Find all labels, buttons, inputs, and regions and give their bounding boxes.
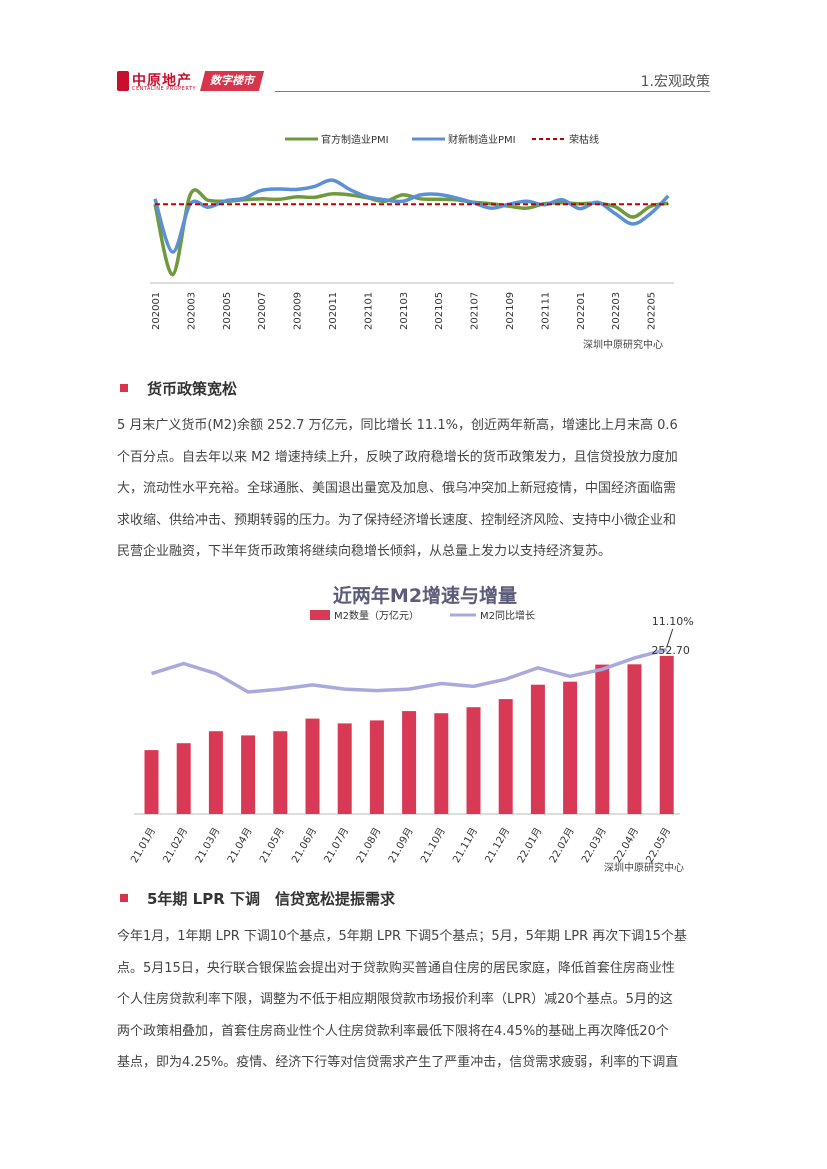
- paragraph-line: 今年1月，1年期 LPR 下调10个基点，5年期 LPR 下调5个基点；5月，5…: [117, 929, 687, 944]
- m2-x-tick-label: 21.05月: [257, 826, 287, 865]
- caixin-pmi-line: [153, 178, 670, 254]
- m2-x-tick-label: 21.10月: [418, 826, 448, 865]
- paragraph-line: 5 月末广义货币(M2)余额 252.7 万亿元，同比增长 11.1%，创近两年…: [117, 418, 678, 433]
- m2-x-tick-label: 21.09月: [386, 826, 416, 865]
- m2-label-leader-line: [666, 628, 674, 648]
- m2-bar: [627, 664, 642, 814]
- m2-bar: [144, 750, 159, 814]
- centaline-logo-icon: [117, 71, 129, 91]
- m2-bar: [305, 718, 320, 814]
- m2-bar: [595, 664, 610, 814]
- pmi-x-tick-label: 202101: [363, 292, 374, 330]
- m2-bar: [208, 731, 223, 814]
- pmi-x-tick-label: 202007: [257, 292, 268, 330]
- m2-bar: [369, 720, 384, 814]
- m2-bar: [466, 707, 481, 814]
- pmi-x-tick-label: 202003: [186, 292, 197, 330]
- section-header-title: 1.宏观政策: [640, 74, 710, 90]
- paragraph-line: 求收缩、供给冲击、预期转弱的压力。为了保持经济增长速度、控制经济风险、支持中小微…: [117, 512, 677, 528]
- pmi-x-tick-label: 202005: [222, 292, 233, 330]
- pmi-legend: 官方制造业PMI 财新制造业PMI 荣枯线: [285, 133, 599, 146]
- m2-x-tick-label: 21.08月: [354, 826, 384, 865]
- paragraph-line: 个人住房贷款利率下限，调整为不低于相应期限贷款市场报价利率（LPR）减20个基点…: [117, 992, 673, 1007]
- m2-bar: [176, 743, 191, 814]
- m2-bar-line-chart: 近两年M2增速与增量 M2数量（万亿元） M2同比增长 21.01月 21.02月…: [128, 584, 694, 865]
- m2-bar: [402, 711, 417, 814]
- m2-bar: [337, 723, 352, 814]
- section-bullet-icon: [120, 894, 128, 902]
- pmi-x-tick-label: 202203: [611, 292, 622, 330]
- m2-last-line-label: 11.10%: [652, 615, 694, 628]
- paragraph-line: 两个政策相叠加，首套住房商业性个人住房贷款利率最低下限将在4.45%的基础上再次…: [117, 1023, 669, 1039]
- paragraph-line: 民营企业融资，下半年货币政策将继续向稳增长倾斜，从总量上发力以支持经济复苏。: [117, 544, 612, 559]
- m2-source: 深圳中原研究中心: [604, 863, 684, 874]
- legend-m2-bar-label: M2数量（万亿元）: [334, 609, 419, 622]
- pmi-x-tick-label: 202111: [540, 292, 551, 330]
- m2-x-tick-label: 21.01月: [128, 826, 158, 865]
- digital-market-badge: 数字楼市: [200, 71, 264, 91]
- header-divider: [275, 91, 710, 92]
- m2-x-tick-label: 22.01月: [515, 826, 545, 865]
- m2-bar: [434, 713, 449, 814]
- m2-x-tick-label: 21.11月: [450, 826, 480, 865]
- pmi-x-tick-label: 202109: [505, 292, 516, 330]
- pmi-x-tick-label: 202009: [293, 292, 304, 330]
- m2-bar: [530, 684, 545, 814]
- m2-bar: [498, 699, 513, 814]
- pmi-x-tick-label: 202103: [399, 292, 410, 330]
- pmi-line-chart: 官方制造业PMI 财新制造业PMI 荣枯线 202001 202003 202005…: [150, 133, 674, 330]
- legend-boom-bust-label: 荣枯线: [569, 133, 599, 146]
- m2-last-bar-label: 252.70: [651, 644, 690, 657]
- pmi-source: 深圳中原研究中心: [583, 340, 663, 351]
- m2-chart-title: 近两年M2增速与增量: [333, 584, 517, 607]
- m2-bar: [241, 735, 256, 814]
- pmi-x-tick-label: 202201: [576, 292, 587, 330]
- m2-x-tick-label: 21.12月: [483, 826, 513, 865]
- m2-x-tick-label: 21.06月: [289, 826, 319, 865]
- m2-x-tick-label: 22.02月: [547, 826, 577, 865]
- legend-caixin-label: 财新制造业PMI: [448, 133, 516, 146]
- legend-m2-line-label: M2同比增长: [480, 609, 535, 622]
- paragraph-monetary: 5 月末广义货币(M2)余额 252.7 万亿元，同比增长 11.1%，创近两年…: [117, 410, 711, 568]
- legend-m2-bar-swatch: [310, 610, 330, 620]
- m2-x-tick-label: 21.04月: [225, 826, 255, 865]
- pmi-x-tick-label: 202107: [470, 292, 481, 330]
- paragraph-line: 基点，即为4.25%。疫情、经济下行等对信贷需求产生了严重冲击，信贷需求疲弱，利…: [117, 1055, 679, 1070]
- paragraph-line: 大，流动性水平充裕。全球通胀、美国退出量宽及加息、俄乌冲突加上新冠疫情，中国经济…: [117, 481, 677, 496]
- pmi-x-tick-label: 202011: [328, 292, 339, 330]
- pmi-x-tick-label: 202105: [434, 292, 445, 330]
- m2-x-tick-label: 21.02月: [161, 826, 191, 865]
- section-title-monetary: 货币政策宽松: [120, 378, 237, 399]
- paragraph-line: 点。5月15日，央行联合银保监会提出对于贷款购买普通自住房的居民家庭，降低首套住…: [117, 960, 675, 976]
- pmi-x-tick-label: 202205: [647, 292, 658, 330]
- m2-x-tick-label: 21.03月: [193, 826, 223, 865]
- m2-x-tick-label: 21.07月: [322, 826, 352, 865]
- page-header: 中原地产 CENTALINE PROPERTY 数字楼市 1.宏观政策: [117, 68, 710, 94]
- paragraph-line: 个百分点。自去年以来 M2 增速持续上升，反映了政府稳增长的货币政策发力，且信贷…: [117, 449, 678, 465]
- m2-bar: [659, 655, 674, 814]
- section-bullet-icon: [120, 384, 128, 392]
- m2-bar: [273, 731, 288, 814]
- logo-text-cn: 中原地产: [132, 73, 192, 89]
- logo-text-en: CENTALINE PROPERTY: [132, 86, 197, 92]
- legend-official-label: 官方制造业PMI: [321, 133, 389, 146]
- pmi-x-tick-label: 202001: [151, 292, 162, 330]
- m2-legend: M2数量（万亿元） M2同比增长: [310, 609, 535, 622]
- paragraph-lpr: 今年1月，1年期 LPR 下调10个基点，5年期 LPR 下调5个基点；5月，5…: [117, 921, 711, 1079]
- section-title-lpr: 5年期 LPR 下调 信贷宽松提振需求: [120, 888, 395, 909]
- m2-growth-line: [150, 647, 668, 694]
- m2-bar: [563, 681, 578, 814]
